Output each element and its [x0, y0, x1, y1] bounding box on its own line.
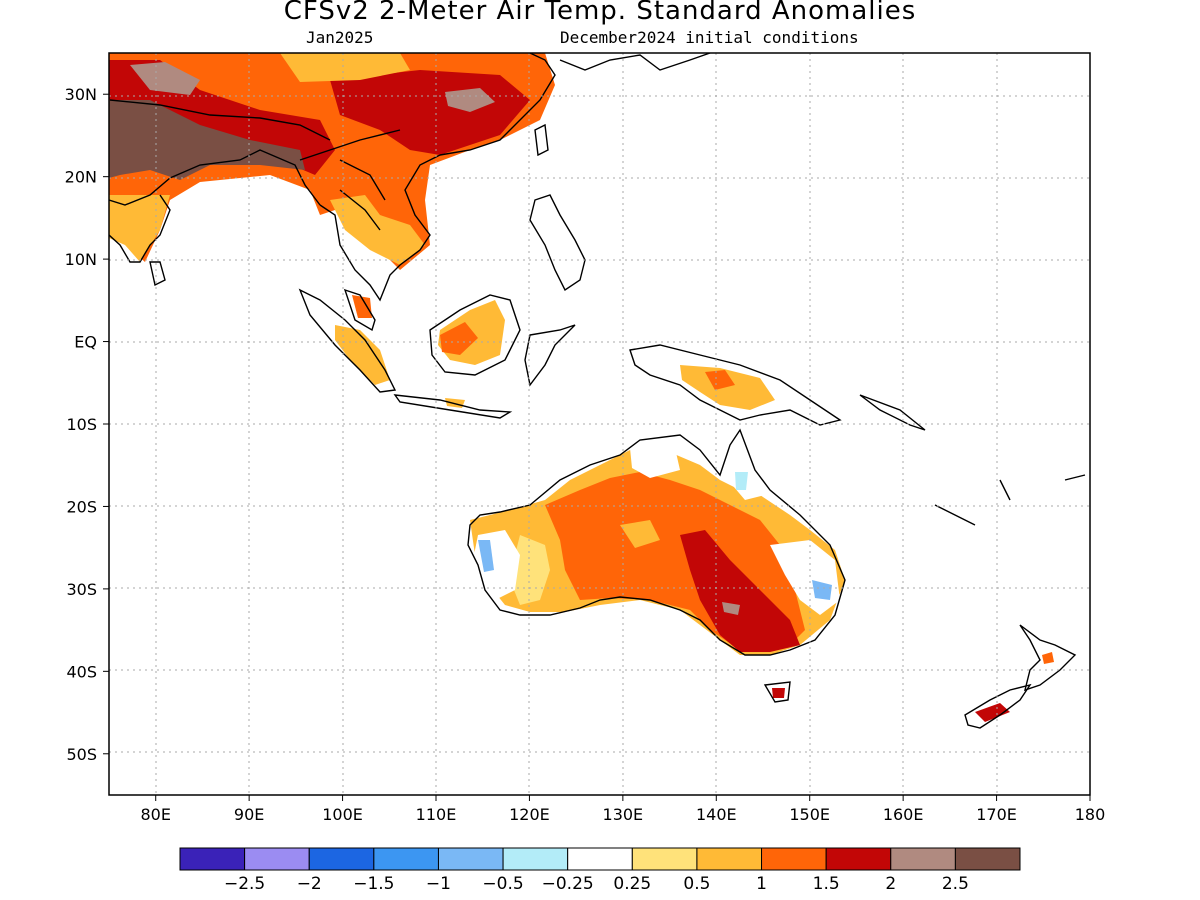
coast-australia [467, 428, 846, 656]
coast-vanuatu-fiji [934, 474, 1086, 526]
colorbar-label: 0.25 [613, 874, 651, 894]
anomaly-australia-red [680, 530, 800, 652]
anomaly-china-brown [445, 88, 495, 112]
anomaly-nz-south [975, 703, 1010, 722]
latitude-labels: 30N 20N 10N EQ 10S 20S 30S 40S 50S [65, 85, 109, 764]
chart-title: CFSv2 2-Meter Air Temp. Standard Anomali… [283, 0, 917, 26]
anomaly-indochina-yellow [330, 195, 425, 265]
lon-tick-label: 130E [603, 805, 644, 824]
lat-tick-label: 10S [66, 415, 97, 434]
colorbar-label: 1.5 [813, 874, 840, 894]
colorbar-label: −0.5 [482, 874, 523, 894]
coast-srilanka [149, 261, 166, 287]
colorbar-swatch [437, 847, 504, 871]
anomaly-newguinea [680, 365, 775, 410]
coast-india [109, 149, 321, 206]
colorbar-label: 0.5 [683, 874, 710, 894]
lon-tick-label: 100E [322, 805, 363, 824]
lat-tick-label: 40S [66, 662, 97, 681]
lat-tick-label: 30S [66, 580, 97, 599]
colorbar-label: −2 [297, 874, 322, 894]
anomaly-north-yellow [280, 53, 410, 82]
colorbar-swatch [567, 847, 633, 871]
anomaly-himalaya-tan [130, 62, 200, 95]
colorbar-label: −0.25 [542, 874, 594, 894]
lat-tick-label: 10N [65, 250, 97, 269]
anomaly-australia-tan [722, 602, 740, 615]
colorbar-labels: −2.5 −2 −1.5 −1 −0.5 −0.25 0.25 0.5 1 1.5 2 2.5 [224, 874, 969, 894]
colorbar-label: −1 [426, 874, 451, 894]
coast-malaya [343, 288, 376, 332]
lon-tick-label: 140E [696, 805, 737, 824]
lat-tick-label: EQ [74, 333, 97, 352]
anomaly-australia-blue-west [478, 540, 494, 572]
colorbar-label: 2 [885, 874, 896, 894]
coast-sumatra [298, 288, 397, 393]
lon-tick-label: 80E [140, 805, 170, 824]
lon-tick-label: 150E [789, 805, 830, 824]
anomaly-malaya [352, 295, 372, 318]
anomaly-australia-lightyellow [510, 535, 550, 605]
anomaly-australia-blue-east [812, 580, 832, 600]
coast-nz-north [1019, 624, 1077, 692]
coast-china [439, 53, 556, 156]
coast-java [393, 394, 513, 419]
anomaly-borneo-orange [440, 322, 478, 355]
coast-taiwan [534, 123, 549, 157]
coast-tasmania [763, 681, 791, 703]
lon-tick-label: 110E [416, 805, 457, 824]
anomaly-asia-yellow [109, 195, 170, 262]
colorbar-swatch [696, 847, 763, 871]
lon-tick-label: 90E [234, 805, 264, 824]
forecast-month: Jan2025 [306, 28, 374, 47]
lat-tick-label: 50S [66, 745, 97, 764]
coast-india-west [109, 194, 171, 263]
coastlines [109, 53, 1086, 729]
coast-korea-japan [559, 53, 711, 71]
colorbar-swatch [179, 847, 246, 871]
coast-borneo [429, 294, 521, 376]
lat-tick-label: 20S [66, 497, 97, 516]
coast-indochina [319, 154, 441, 302]
colorbar-swatch [631, 847, 698, 871]
anomaly-australia-yellow-center [620, 520, 660, 548]
coast-sulawesi [524, 324, 576, 387]
colorbar-label: 1 [756, 874, 767, 894]
coast-solomons [859, 394, 926, 431]
colorbar-swatch [244, 847, 310, 871]
gridlines [109, 53, 1090, 795]
colorbar-swatch [502, 847, 569, 871]
anomaly-nz-north [1042, 652, 1054, 664]
anomaly-fields [109, 53, 1054, 722]
colorbar-label: −1.5 [353, 874, 394, 894]
coast-newguinea [629, 344, 842, 426]
colorbar [179, 847, 1021, 871]
coast-interior-borders [109, 99, 401, 231]
colorbar-swatch [825, 847, 892, 871]
anomaly-sumatra [335, 325, 390, 385]
colorbar-label: 2.5 [942, 874, 969, 894]
colorbar-swatch [890, 847, 956, 871]
longitude-labels: 80E 90E 100E 110E 120E 130E 140E 150E 160E 170E 18… [140, 795, 1105, 824]
colorbar-label: −2.5 [224, 874, 265, 894]
lon-tick-label: 180 [1075, 805, 1106, 824]
initial-conditions: December2024 initial conditions [560, 28, 859, 47]
anomaly-tasmania [772, 688, 785, 698]
lat-tick-label: 30N [65, 85, 97, 104]
anomaly-capeyork-blue [735, 472, 748, 490]
lat-tick-label: 20N [65, 168, 97, 187]
colorbar-swatch [308, 847, 375, 871]
anomaly-australia-white-north [630, 448, 680, 478]
anomaly-himalaya-brown [109, 100, 305, 180]
colorbar-swatch [954, 847, 1021, 871]
colorbar-swatch [373, 847, 439, 871]
coast-philippines [529, 194, 586, 292]
lon-tick-label: 170E [976, 805, 1017, 824]
lon-tick-label: 120E [509, 805, 550, 824]
colorbar-swatch [761, 847, 827, 871]
anomaly-newguinea-orange [705, 370, 735, 390]
lon-tick-label: 160E [883, 805, 924, 824]
